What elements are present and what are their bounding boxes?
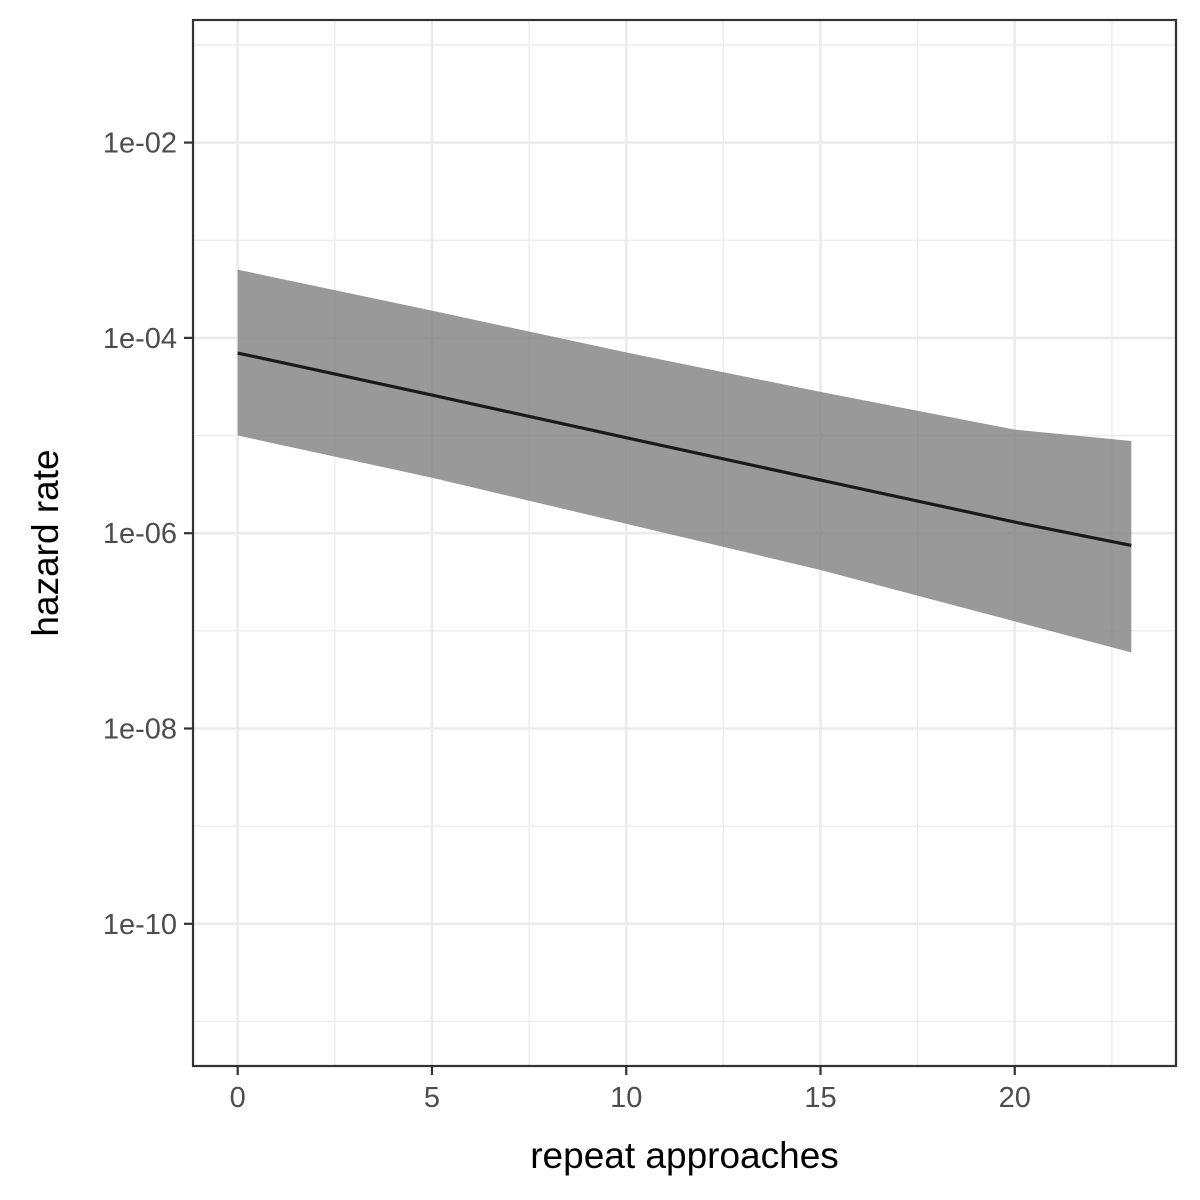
y-tick-label: 1e-04: [103, 323, 177, 355]
panel-border: [191, 18, 1178, 1068]
y-tick-label: 1e-10: [103, 909, 177, 941]
confidence-band-layer: [237, 269, 1132, 653]
y-tick-label: 1e-06: [103, 518, 177, 550]
x-tick-label: 10: [610, 1082, 642, 1114]
confidence-band: [237, 269, 1132, 653]
grid: [193, 20, 1176, 1066]
x-tick-label: 20: [999, 1082, 1031, 1114]
series-line-layer: [237, 351, 1132, 547]
x-tick-label: 0: [230, 1082, 246, 1114]
y-axis-title: hazard rate: [25, 449, 66, 636]
x-tick-label: 5: [424, 1082, 440, 1114]
x-axis-title: repeat approaches: [530, 1135, 839, 1176]
hazard-rate-line: [237, 351, 1132, 547]
y-tick-label: 1e-02: [103, 128, 177, 160]
x-tick-label: 15: [804, 1082, 836, 1114]
axes: 0 5 10 15 20 1e-10 1e-08 1e-06 1e-04 1e-02: [103, 128, 1031, 1114]
y-tick-label: 1e-08: [103, 714, 177, 746]
